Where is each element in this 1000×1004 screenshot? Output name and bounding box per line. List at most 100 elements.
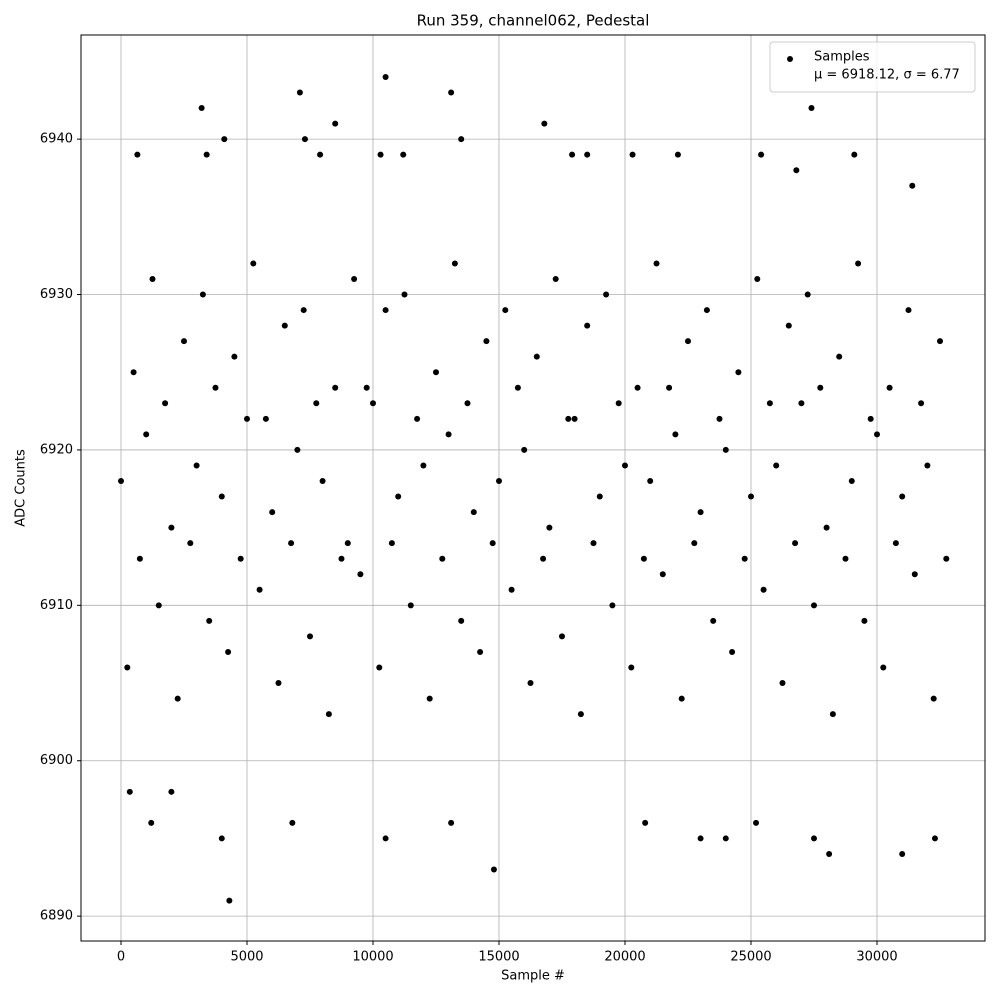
- point: [306, 633, 313, 640]
- point: [590, 540, 597, 547]
- point: [489, 540, 496, 547]
- point: [126, 788, 133, 795]
- point: [909, 182, 916, 189]
- point: [851, 151, 858, 158]
- point: [237, 555, 244, 562]
- point: [930, 695, 937, 702]
- point: [936, 338, 943, 345]
- point: [212, 384, 219, 391]
- point: [218, 493, 225, 500]
- plot-frame: [80, 34, 986, 942]
- point: [149, 275, 156, 282]
- point: [458, 136, 465, 143]
- point: [281, 322, 288, 329]
- point: [296, 89, 303, 96]
- point: [527, 680, 534, 687]
- point: [678, 695, 685, 702]
- point: [338, 555, 345, 562]
- point: [741, 555, 748, 562]
- point: [317, 151, 324, 158]
- point: [798, 400, 805, 407]
- legend-marker: [787, 56, 793, 62]
- point: [666, 384, 673, 391]
- point: [842, 555, 849, 562]
- point: [899, 850, 906, 857]
- point: [558, 633, 565, 640]
- point: [495, 478, 502, 485]
- point: [697, 835, 704, 842]
- point: [785, 322, 792, 329]
- point: [382, 73, 389, 80]
- point: [773, 462, 780, 469]
- point: [569, 151, 576, 158]
- point: [886, 384, 893, 391]
- point: [448, 89, 455, 96]
- point: [603, 291, 610, 298]
- point: [464, 400, 471, 407]
- point: [231, 353, 238, 360]
- point: [313, 400, 320, 407]
- point: [540, 555, 547, 562]
- point: [325, 711, 332, 718]
- point: [136, 555, 143, 562]
- point: [162, 400, 169, 407]
- point: [508, 586, 515, 593]
- point: [628, 664, 635, 671]
- point: [541, 120, 548, 127]
- point: [288, 540, 295, 547]
- point: [269, 509, 276, 516]
- point: [198, 105, 205, 112]
- point: [395, 493, 402, 500]
- point: [793, 167, 800, 174]
- point: [905, 307, 912, 314]
- y-tick-label: 6940: [40, 132, 73, 147]
- point: [300, 307, 307, 314]
- point: [477, 648, 484, 655]
- point: [836, 353, 843, 360]
- y-tick-label: 6920: [40, 442, 73, 457]
- point: [943, 555, 950, 562]
- y-tick-label: 6890: [40, 909, 73, 924]
- point: [571, 415, 578, 422]
- point: [584, 322, 591, 329]
- point: [448, 819, 455, 826]
- point: [420, 462, 427, 469]
- x-tick-label: 20000: [604, 950, 645, 965]
- point: [918, 400, 925, 407]
- point: [703, 307, 710, 314]
- point: [134, 151, 141, 158]
- point: [445, 431, 452, 438]
- point: [117, 478, 124, 485]
- point: [289, 819, 296, 826]
- point: [817, 384, 824, 391]
- point: [552, 275, 559, 282]
- point: [332, 384, 339, 391]
- x-tick-label: 5000: [230, 950, 263, 965]
- point: [203, 151, 210, 158]
- point: [653, 260, 660, 267]
- point: [804, 291, 811, 298]
- point: [426, 695, 433, 702]
- point: [684, 338, 691, 345]
- point: [369, 400, 376, 407]
- point: [584, 151, 591, 158]
- point: [640, 555, 647, 562]
- point: [848, 478, 855, 485]
- point: [634, 384, 641, 391]
- legend-stats: μ = 6918.12, σ = 6.77: [814, 68, 960, 83]
- x-tick-label: 10000: [352, 950, 393, 965]
- point: [243, 415, 250, 422]
- point: [924, 462, 931, 469]
- point: [753, 819, 760, 826]
- point: [629, 151, 636, 158]
- point: [621, 462, 628, 469]
- x-tick-label: 15000: [478, 950, 519, 965]
- point: [199, 291, 206, 298]
- point: [565, 415, 572, 422]
- point: [931, 835, 938, 842]
- point: [754, 275, 761, 282]
- point: [747, 493, 754, 500]
- point: [143, 431, 150, 438]
- point: [760, 586, 767, 593]
- x-tick-label: 0: [117, 950, 125, 965]
